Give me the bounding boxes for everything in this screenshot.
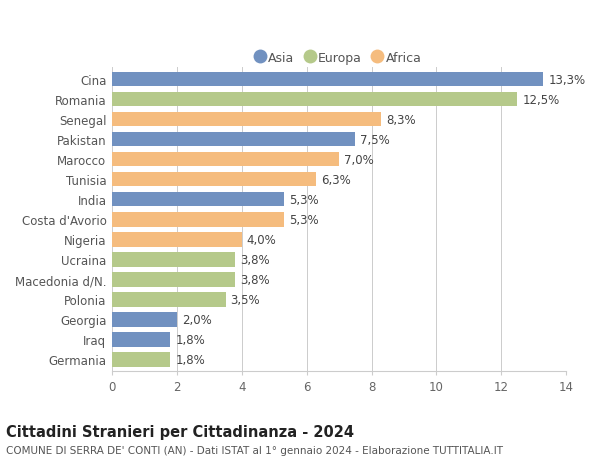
Text: 7,5%: 7,5% [360, 134, 390, 146]
Bar [112, 252, 235, 267]
Text: 13,3%: 13,3% [548, 73, 586, 87]
Legend: Asia, Europa, Africa: Asia, Europa, Africa [252, 47, 427, 70]
Bar [112, 133, 355, 147]
Bar [112, 292, 226, 307]
Bar [112, 153, 339, 167]
Text: Cittadini Stranieri per Cittadinanza - 2024: Cittadini Stranieri per Cittadinanza - 2… [6, 425, 354, 440]
Bar [112, 332, 170, 347]
Text: 4,0%: 4,0% [247, 233, 277, 246]
Bar [112, 193, 284, 207]
Text: 3,8%: 3,8% [240, 273, 270, 286]
Text: 3,8%: 3,8% [240, 253, 270, 266]
Text: 1,8%: 1,8% [175, 353, 205, 366]
Text: 5,3%: 5,3% [289, 193, 319, 207]
Bar [112, 313, 177, 327]
Bar [112, 73, 544, 87]
Text: 8,3%: 8,3% [386, 113, 416, 127]
Text: 12,5%: 12,5% [523, 94, 560, 106]
Text: 1,8%: 1,8% [175, 333, 205, 346]
Bar [112, 113, 381, 127]
Bar [112, 93, 517, 107]
Text: 3,5%: 3,5% [230, 293, 260, 306]
Text: COMUNE DI SERRA DE' CONTI (AN) - Dati ISTAT al 1° gennaio 2024 - Elaborazione TU: COMUNE DI SERRA DE' CONTI (AN) - Dati IS… [6, 445, 503, 455]
Bar [112, 173, 316, 187]
Text: 2,0%: 2,0% [182, 313, 212, 326]
Text: 5,3%: 5,3% [289, 213, 319, 226]
Bar [112, 273, 235, 287]
Bar [112, 353, 170, 367]
Bar [112, 213, 284, 227]
Text: 6,3%: 6,3% [321, 174, 351, 186]
Text: 7,0%: 7,0% [344, 153, 374, 167]
Bar [112, 233, 242, 247]
